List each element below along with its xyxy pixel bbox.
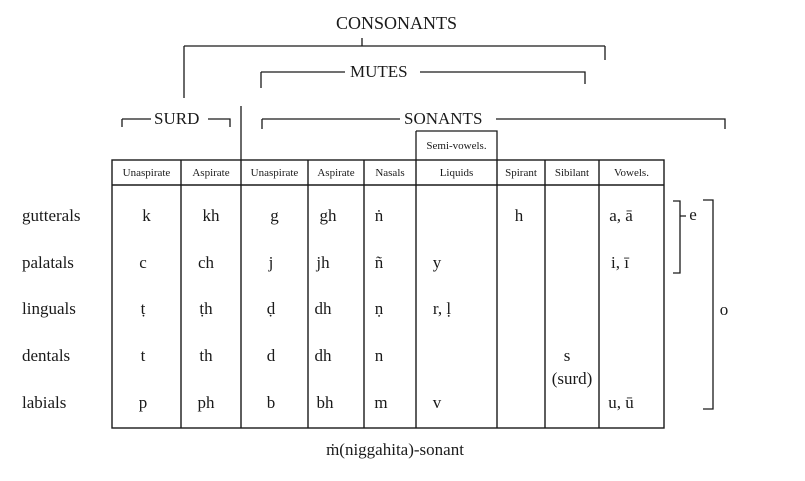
table-cell: j: [268, 253, 274, 272]
row-label: gutterals: [22, 206, 81, 225]
table-cell: ch: [197, 253, 215, 272]
mutes-label: MUTES: [347, 63, 411, 81]
table-cell: h: [514, 206, 524, 225]
table-cell: dh: [314, 346, 332, 365]
column-header: Sibilant: [554, 167, 590, 179]
column-header: Unaspirate: [250, 167, 299, 179]
table-cell: gh: [319, 206, 337, 225]
column-header: Nasals: [375, 167, 405, 179]
table-cell: g: [270, 206, 279, 225]
row-label: palatals: [22, 253, 74, 272]
table-cell: k: [142, 206, 151, 225]
table-cell: n: [374, 346, 384, 365]
sonants-label: SONANTS: [401, 110, 486, 128]
consonants-title: CONSONANTS: [333, 14, 461, 32]
table-cell: jh: [316, 253, 330, 272]
column-header: Unaspirate: [122, 167, 171, 179]
row-label: linguals: [22, 299, 76, 318]
table-cell: r, ḷ: [432, 299, 452, 318]
bracket-o-label: o: [719, 300, 729, 319]
table-cell: ṭh: [199, 299, 213, 318]
table-cell: ḍ: [266, 299, 276, 318]
table-cell: c: [139, 253, 147, 272]
table-cell: dh: [314, 299, 332, 318]
table-cell: d: [266, 346, 276, 365]
row-label: dentals: [22, 346, 71, 365]
table-cell: p: [138, 393, 148, 412]
table-cell: ṅ: [374, 206, 384, 225]
table-cell: b: [266, 393, 276, 412]
sibilant-note: (surd): [551, 369, 593, 388]
table-cell: u, ū: [608, 393, 634, 412]
table-cell: v: [432, 393, 442, 412]
table-cell: ph: [197, 393, 215, 412]
table-cell: ṭ: [140, 299, 146, 318]
column-header: Liquids: [439, 167, 474, 179]
table-cell: m: [374, 393, 388, 412]
sibilant-cell: s: [563, 346, 571, 365]
table-cell: i, ī: [611, 253, 629, 272]
table-cell: th: [199, 346, 213, 365]
row-label: labials: [22, 393, 67, 412]
column-header: Aspirate: [192, 167, 230, 179]
table-cell: y: [432, 253, 442, 272]
table-cell: bh: [316, 393, 334, 412]
column-header: Aspirate: [317, 167, 355, 179]
table-cell: kh: [202, 206, 220, 225]
table-cell: t: [140, 346, 146, 365]
table-cell: ṇ: [374, 299, 384, 318]
semivowels-label: Semi-vowels.: [426, 140, 487, 152]
table-cell: ñ: [374, 253, 384, 272]
footnote: ṁ(niggahita)-sonant: [326, 440, 464, 459]
bracket-e-label: e: [689, 205, 697, 224]
table-cell: a, ā: [609, 206, 633, 225]
column-header: Vowels.: [614, 167, 649, 179]
surd-label: SURD: [151, 110, 203, 128]
column-header: Spirant: [505, 167, 537, 179]
